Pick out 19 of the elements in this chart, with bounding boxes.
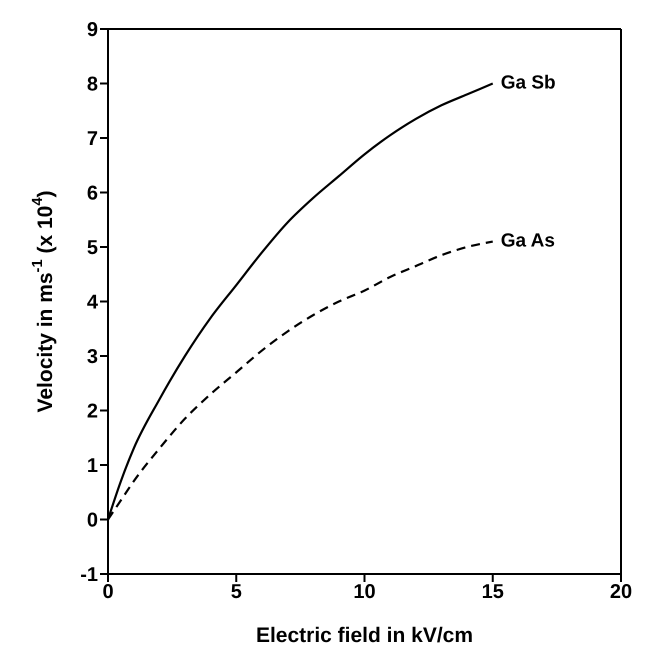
series-label: Ga Sb [500,72,556,94]
y-tick-label: 9 [86,19,98,42]
y-tick-label: 8 [86,74,98,96]
x-tick-label: 0 [102,581,114,604]
y-tick-label: 4 [86,292,99,314]
y-tick-label: 6 [86,182,98,205]
x-tick-label: 15 [482,581,504,604]
y-tick-label: -1 [80,564,98,586]
y-tick-label: 5 [86,237,98,260]
y-tick-label: 7 [86,128,98,150]
x-tick-label: 10 [353,581,376,604]
x-tick-label: 20 [610,581,632,604]
x-tick-label: 5 [230,581,242,604]
y-tick-label: 3 [86,346,98,368]
y-tick-label: 1 [86,455,98,478]
y-tick-label: 0 [86,510,98,532]
y-tick-label: 2 [86,400,98,423]
series-label: Ga As [500,230,555,252]
x-axis-title: Electric field in kV/cm [256,624,474,647]
